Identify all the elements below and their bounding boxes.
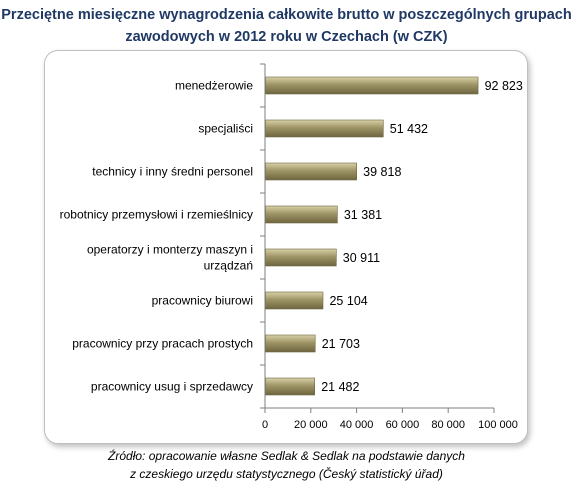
category-label: operatorzy i monterzy maszyn i (87, 243, 253, 257)
data-label: 92 823 (485, 79, 523, 93)
data-label: 21 703 (322, 337, 360, 351)
chart-title-line-1: Przeciętne miesięczne wynagrodzenia całk… (1, 7, 572, 23)
bar (265, 119, 384, 138)
bar (265, 248, 337, 267)
chart-title: Przeciętne miesięczne wynagrodzenia całk… (0, 4, 573, 48)
chart-title-line-2: zawodowych w 2012 roku w Czechach (w CZK… (125, 29, 448, 45)
category-label: pracownicy biurowi (152, 294, 253, 308)
source-line-1: Źródło: opracowanie własne Sedlak & Sedl… (108, 449, 465, 463)
data-label: 30 911 (343, 251, 380, 265)
data-label: 39 818 (363, 165, 401, 179)
bar (265, 377, 315, 396)
source-line-2: z czeskiego urzędu statystycznego (Český… (130, 467, 443, 481)
bar (265, 76, 479, 95)
category-label: specjaliści (198, 122, 253, 136)
category-label: menedżerowie (175, 79, 253, 93)
x-tick-label: 100 000 (478, 419, 518, 431)
x-tick-label: 60 000 (386, 419, 420, 431)
data-label: 31 381 (344, 208, 382, 222)
data-label: 51 432 (390, 122, 428, 136)
category-label: technicy i inny średni personel (92, 165, 253, 179)
bar (265, 291, 324, 310)
x-tick-label: 0 (262, 419, 268, 431)
x-tick-label: 80 000 (431, 419, 465, 431)
category-label: pracownicy przy pracach prostych (72, 337, 253, 351)
x-tick-label: 20 000 (294, 419, 328, 431)
source-note: Źródło: opracowanie własne Sedlak & Sedl… (0, 447, 573, 483)
bar (265, 162, 357, 181)
bar (265, 205, 338, 224)
data-label: 21 482 (321, 380, 359, 394)
data-label: 25 104 (329, 294, 367, 308)
category-label: pracownicy usug i sprzedawcy (91, 380, 253, 394)
x-tick-label: 40 000 (340, 419, 374, 431)
bar (265, 334, 316, 353)
category-label: urządzań (204, 259, 253, 273)
category-label: robotnicy przemysłowi i rzemieślnicy (60, 208, 253, 222)
